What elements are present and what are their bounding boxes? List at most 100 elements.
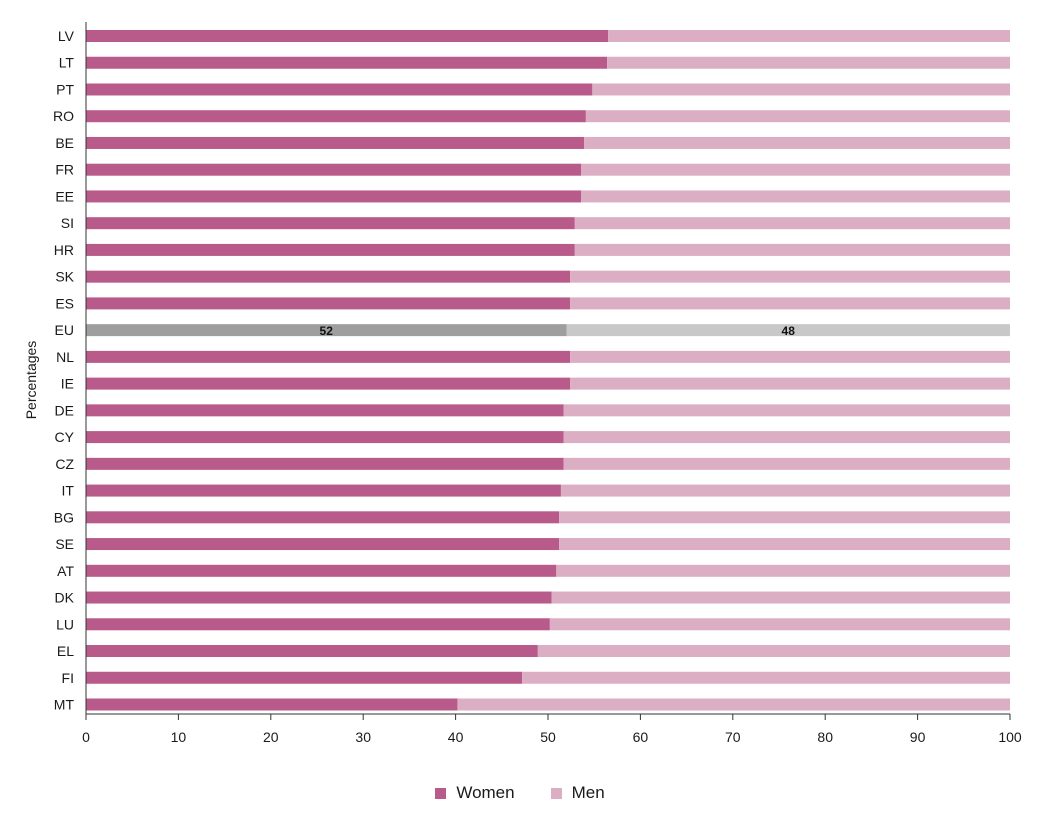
category-label-at: AT [57,563,74,579]
bar-ee-women [86,190,582,203]
bar-de-women [86,404,564,417]
bar-mt-women [86,698,458,711]
x-tick-label-20: 20 [263,729,279,745]
category-label-sk: SK [55,269,74,285]
category-label-lt: LT [59,55,75,71]
bar-be-women [86,136,585,149]
bar-lv-men [608,30,1010,42]
x-tick-label-40: 40 [448,729,464,745]
bar-cz-women [86,457,564,470]
bar-el-women [86,645,538,658]
category-labels: LV LT PT RO BE FR EE SI HR SK ES EU NL IE DE CY CZ IT BG SE… [53,28,75,713]
x-tick-label-90: 90 [910,729,926,745]
bar-fi-women [86,671,523,684]
bar-lu-women [86,618,550,631]
bar-sk-women [86,270,571,283]
category-label-el: EL [57,643,74,659]
bar-bg-men [559,511,1010,524]
legend-swatch-women [435,787,447,799]
bar-eu-men [566,324,1010,337]
category-label-lu: LU [56,616,74,632]
chart-svg: 52 48 LV LT PT RO BE FR EE SI HR SK ES EU NL IE DE CY CZ I… [23,22,1022,745]
category-label-dk: DK [55,590,75,606]
bar-dk-women [86,591,552,604]
category-label-mt: MT [54,697,75,713]
bar-ie-women [86,377,571,390]
bar-es-women [86,297,571,310]
category-label-ee: EE [55,188,74,204]
category-label-eu: EU [55,322,74,338]
category-label-ie: IE [61,376,74,392]
bar-it-women [86,484,561,497]
bar-cz-men [563,457,1010,470]
bar-es-men [570,297,1010,310]
bar-bg-women [86,511,560,524]
bar-el-men [537,645,1010,658]
bar-ro-women [86,110,586,123]
bar-fr-women [86,163,582,176]
category-label-se: SE [55,536,74,552]
legend: Women Men [0,783,1040,803]
category-label-cz: CZ [55,456,74,472]
bar-hr-men [574,243,1010,256]
bar-pt-men [592,83,1010,96]
x-tick-label-80: 80 [817,729,833,745]
bar-lt-women [86,56,608,69]
bar-sk-men [570,270,1010,283]
bar-de-men [563,404,1010,417]
bar-se-men [559,538,1010,551]
x-tick-label-70: 70 [725,729,741,745]
bars-group: 52 48 [86,30,1010,711]
x-tick-label-50: 50 [540,729,556,745]
bar-at-women [86,564,557,577]
legend-item-men: Men [550,783,605,803]
category-label-hr: HR [54,242,74,258]
x-tick-label-100: 100 [998,729,1022,745]
bar-cy-women [86,431,564,444]
category-label-es: ES [55,295,74,311]
bar-it-men [560,484,1010,497]
bar-pt-women [86,83,593,96]
legend-swatch-men [550,787,562,799]
bar-lv-women [86,30,609,42]
category-label-de: DE [55,402,74,418]
bar-fi-men [522,671,1010,684]
bar-si-women [86,217,575,230]
bar-lu-men [549,618,1010,631]
bar-nl-men [570,350,1010,363]
category-label-ro: RO [53,108,74,124]
x-tick-label-10: 10 [171,729,187,745]
bar-lt-men [607,56,1010,69]
category-label-pt: PT [56,81,74,97]
x-tick-label-60: 60 [633,729,649,745]
bar-ie-men [570,377,1010,390]
bar-be-men [584,136,1010,149]
bar-nl-women [86,350,571,363]
category-label-fr: FR [55,162,74,178]
x-tick-label-30: 30 [355,729,371,745]
x-axis-ticks: 0 10 20 30 40 50 60 70 80 90 100 [82,714,1022,745]
category-label-it: IT [62,483,75,499]
legend-label-women: Women [456,783,515,802]
legend-label-men: Men [571,783,605,802]
category-label-cy: CY [55,429,75,445]
bar-dk-men [551,591,1010,604]
bar-eu-women [86,324,567,337]
category-label-nl: NL [56,349,74,365]
category-label-si: SI [61,215,74,231]
bar-si-men [574,217,1010,230]
bar-mt-men [457,698,1010,711]
category-label-lv: LV [58,28,75,44]
category-label-be: BE [55,135,74,151]
bar-fr-men [581,163,1010,176]
x-tick-label-0: 0 [82,729,90,745]
data-label-eu-men: 48 [782,324,796,338]
legend-item-women: Women [435,783,515,803]
bar-cy-men [563,431,1010,444]
bar-at-men [556,564,1010,577]
category-label-fi: FI [62,670,74,686]
bar-hr-women [86,243,575,256]
bar-ro-men [585,110,1010,123]
bar-se-women [86,538,560,551]
category-label-bg: BG [54,509,74,525]
